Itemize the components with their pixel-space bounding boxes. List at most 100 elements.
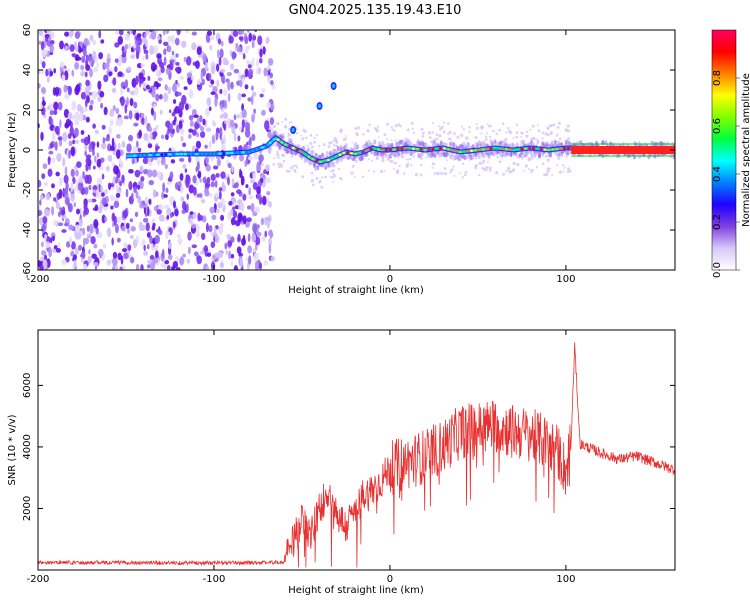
noise-cell bbox=[130, 90, 135, 96]
noise-cell bbox=[230, 208, 234, 216]
noise-cell bbox=[216, 158, 222, 167]
noise-cell bbox=[509, 130, 513, 135]
noise-cell bbox=[122, 209, 128, 219]
noise-cell bbox=[531, 157, 534, 160]
noise-cell bbox=[287, 133, 291, 137]
noise-cell bbox=[136, 198, 141, 203]
noise-cell bbox=[150, 107, 154, 116]
snr-frame bbox=[37, 329, 676, 571]
noise-cell bbox=[321, 176, 324, 179]
noise-cell bbox=[198, 214, 204, 221]
noise-cell bbox=[233, 68, 240, 74]
noise-cell bbox=[234, 182, 239, 188]
noise-cell bbox=[227, 240, 233, 247]
trace-cell bbox=[408, 146, 412, 150]
noise-cell bbox=[163, 41, 169, 46]
y-tick-label: 2000 bbox=[22, 496, 33, 521]
noise-cell bbox=[119, 266, 123, 270]
noise-cell bbox=[253, 108, 256, 114]
trace-cell bbox=[218, 152, 222, 155]
noise-cell bbox=[327, 145, 331, 149]
noise-cell bbox=[498, 152, 503, 156]
noise-cell bbox=[155, 250, 159, 259]
noise-cell bbox=[287, 170, 291, 173]
noise-cell bbox=[66, 241, 71, 248]
noise-cell bbox=[41, 173, 46, 180]
noise-cell bbox=[201, 199, 206, 204]
noise-cell bbox=[488, 124, 492, 128]
noise-cell bbox=[159, 109, 163, 115]
noise-cell bbox=[167, 86, 171, 95]
noise-cell bbox=[252, 35, 257, 41]
noise-cell bbox=[353, 148, 357, 151]
noise-cell bbox=[230, 192, 235, 197]
noise-cell bbox=[525, 130, 529, 134]
trace-cell bbox=[168, 153, 172, 156]
noise-cell bbox=[505, 145, 508, 148]
noise-cell bbox=[241, 108, 247, 119]
noise-cell bbox=[390, 139, 393, 142]
noise-cell bbox=[101, 197, 107, 205]
noise-cell bbox=[282, 159, 286, 163]
spectrogram-xlabel: Height of straight line (km) bbox=[288, 285, 424, 296]
noise-cell bbox=[498, 128, 502, 132]
noise-cell bbox=[568, 169, 572, 173]
noise-cell bbox=[212, 119, 216, 126]
noise-cell bbox=[177, 82, 181, 88]
noise-cell bbox=[561, 164, 565, 167]
noise-cell bbox=[158, 230, 163, 236]
trace-saturated bbox=[571, 146, 675, 154]
noise-cell bbox=[544, 154, 548, 158]
noise-cell bbox=[521, 154, 525, 158]
noise-cell bbox=[566, 170, 570, 174]
noise-cell bbox=[124, 79, 129, 89]
noise-cell bbox=[302, 129, 306, 132]
noise-cell bbox=[482, 159, 486, 163]
noise-cell bbox=[100, 185, 104, 193]
noise-cell bbox=[240, 175, 245, 186]
noise-cell bbox=[164, 163, 168, 170]
noise-cell bbox=[247, 233, 251, 243]
noise-cell bbox=[183, 56, 187, 63]
trace-cell bbox=[322, 159, 327, 163]
noise-cell bbox=[496, 143, 499, 146]
noise-cell bbox=[251, 85, 254, 91]
noise-cell bbox=[99, 91, 105, 98]
noise-cell bbox=[391, 128, 394, 131]
noise-cell bbox=[55, 247, 62, 253]
noise-cell bbox=[357, 126, 361, 130]
noise-cell bbox=[211, 134, 215, 145]
noise-cell bbox=[331, 169, 335, 173]
noise-cell bbox=[254, 30, 258, 33]
noise-cell bbox=[390, 126, 393, 129]
noise-cell bbox=[244, 36, 249, 45]
noise-cell bbox=[166, 130, 170, 136]
noise-cell bbox=[448, 130, 452, 135]
noise-cell bbox=[64, 31, 70, 37]
noise-cell bbox=[459, 172, 462, 174]
noise-cell bbox=[332, 148, 336, 151]
noise-cell bbox=[507, 126, 510, 130]
noise-cell bbox=[134, 211, 139, 218]
noise-cell bbox=[232, 30, 239, 38]
noise-cell bbox=[412, 155, 416, 158]
noise-cell bbox=[397, 151, 401, 157]
noise-cell bbox=[505, 154, 508, 158]
noise-cell bbox=[139, 180, 144, 190]
noise-cell bbox=[422, 135, 425, 138]
noise-cell bbox=[281, 120, 284, 123]
noise-cell bbox=[318, 179, 322, 183]
noise-cell bbox=[96, 141, 100, 148]
noise-cell bbox=[248, 32, 253, 42]
noise-cell bbox=[164, 84, 168, 91]
noise-cell bbox=[222, 57, 228, 66]
noise-cell bbox=[148, 209, 152, 217]
noise-cell bbox=[156, 145, 160, 150]
branch-cell bbox=[291, 128, 295, 132]
noise-cell bbox=[601, 140, 605, 146]
noise-cell bbox=[112, 251, 118, 259]
noise-cell bbox=[403, 152, 406, 155]
noise-cell bbox=[431, 131, 435, 134]
noise-cell bbox=[220, 40, 224, 47]
noise-cell bbox=[352, 164, 355, 167]
